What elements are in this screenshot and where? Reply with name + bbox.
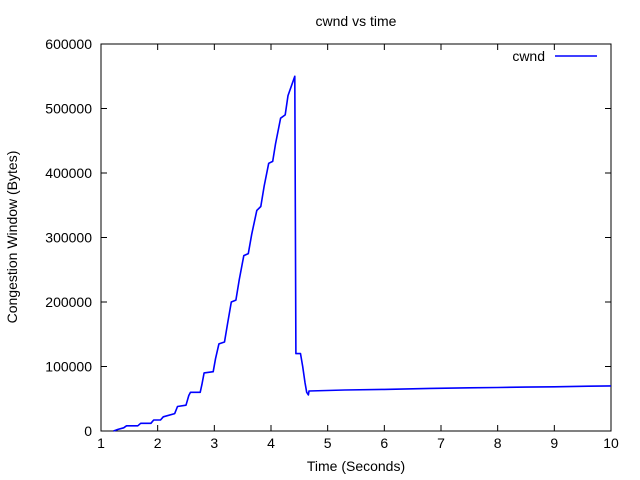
y-tick-label: 300000 bbox=[45, 230, 92, 246]
x-tick-label: 7 bbox=[437, 435, 445, 451]
y-tick-label: 200000 bbox=[45, 294, 92, 310]
x-tick-label: 9 bbox=[550, 435, 558, 451]
series-layer bbox=[113, 75, 612, 432]
y-axis-label: Congestion Window (Bytes) bbox=[4, 151, 20, 324]
y-tick-label: 0 bbox=[84, 423, 92, 439]
y-tick-label: 100000 bbox=[45, 359, 92, 375]
legend-label-cwnd: cwnd bbox=[512, 48, 545, 64]
y-axis-ticks: 0 100000 200000 300000 400000 500000 600000 bbox=[45, 36, 611, 439]
x-axis-label: Time (Seconds) bbox=[307, 458, 405, 474]
x-tick-label: 3 bbox=[210, 435, 218, 451]
x-tick-label: 4 bbox=[267, 435, 275, 451]
x-tick-label: 5 bbox=[324, 435, 332, 451]
x-tick-label: 1 bbox=[97, 435, 105, 451]
x-axis-ticks: 1 2 3 4 5 6 7 8 9 10 bbox=[97, 44, 619, 451]
chart-title: cwnd vs time bbox=[316, 13, 397, 29]
x-tick-label: 10 bbox=[603, 435, 619, 451]
x-tick-label: 8 bbox=[494, 435, 502, 451]
y-tick-label: 600000 bbox=[45, 36, 92, 52]
x-tick-label: 2 bbox=[154, 435, 162, 451]
x-tick-label: 6 bbox=[380, 435, 388, 451]
y-tick-label: 500000 bbox=[45, 101, 92, 117]
y-tick-label: 400000 bbox=[45, 165, 92, 181]
series-line-cwnd bbox=[113, 75, 612, 432]
legend: cwnd bbox=[512, 48, 597, 64]
